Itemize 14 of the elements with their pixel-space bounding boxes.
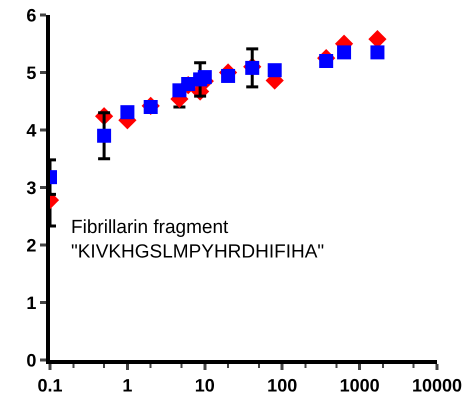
y-tick-label: 2 bbox=[26, 235, 36, 256]
x-tick-label: 10 bbox=[194, 376, 215, 396]
y-tick-label: 1 bbox=[26, 292, 36, 313]
y-tick-label: 0 bbox=[26, 350, 36, 370]
x-tick-label: 1000 bbox=[340, 376, 380, 396]
y-tick-label: 3 bbox=[26, 178, 36, 198]
y-tick-label: 6 bbox=[26, 5, 36, 26]
x-tick-label: 0.1 bbox=[37, 376, 63, 396]
y-tick-label: 5 bbox=[26, 62, 36, 83]
x-tick-label: 1 bbox=[122, 376, 132, 396]
y-tick-label: 4 bbox=[26, 120, 36, 140]
x-tick-label: 10000 bbox=[412, 376, 462, 396]
x-tick-label: 100 bbox=[267, 376, 298, 396]
annotation: Fibrillarin fragment "KIVKHGSLMPYHRDHIFIHA" bbox=[71, 217, 324, 263]
